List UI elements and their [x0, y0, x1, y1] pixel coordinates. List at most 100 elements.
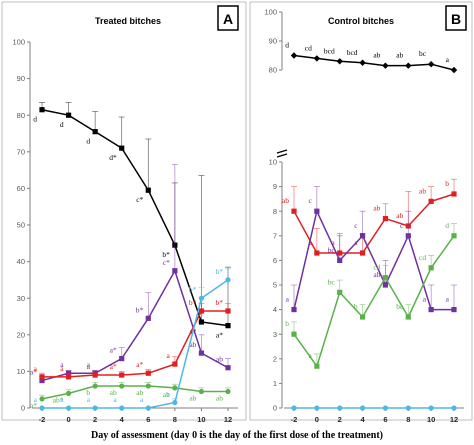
data-label: c	[354, 221, 358, 230]
data-point	[119, 383, 125, 389]
axis-break-mark	[276, 149, 288, 154]
data-point	[314, 405, 320, 411]
panel-b-badge: B	[451, 11, 461, 27]
data-point	[145, 405, 151, 411]
y-tick-label: 10	[17, 367, 25, 376]
data-point	[172, 385, 178, 391]
data-label: bc	[328, 245, 336, 254]
data-point	[119, 145, 125, 151]
y-tick-label: 1	[273, 379, 277, 388]
data-point	[92, 372, 98, 378]
data-point	[119, 372, 125, 378]
data-point	[405, 314, 411, 320]
data-label: a	[286, 295, 290, 304]
data-point	[382, 405, 389, 411]
data-label: ab	[189, 394, 196, 403]
data-label: a	[60, 395, 64, 404]
data-point	[225, 365, 231, 371]
data-point	[451, 233, 457, 239]
data-label: b*	[162, 250, 170, 259]
data-label: bcd	[347, 48, 358, 57]
series-line	[42, 279, 229, 409]
data-label: ab	[216, 394, 223, 403]
y-tick-label: 6	[273, 256, 277, 265]
data-label: ab	[136, 388, 143, 397]
data-point	[405, 233, 411, 239]
panel-a-frame	[1, 1, 247, 421]
data-label: d	[60, 120, 64, 129]
x-tick-label: 6	[383, 415, 387, 424]
data-label: ab	[189, 340, 196, 349]
data-label: a	[87, 395, 91, 404]
data-label: a	[309, 351, 313, 360]
data-label: a	[34, 364, 38, 373]
data-point	[359, 233, 366, 239]
data-label: b	[354, 302, 358, 311]
data-point	[225, 323, 231, 329]
panel-a-badge-box	[217, 5, 239, 31]
data-label: a	[446, 295, 450, 304]
y-tick-label: 0	[273, 404, 277, 413]
data-point	[314, 250, 320, 256]
data-point	[291, 405, 297, 411]
y-tick-label: 0	[21, 404, 25, 413]
y-tick-label: 100	[264, 8, 277, 17]
x-tick-label: 4	[360, 415, 365, 424]
data-point	[314, 208, 320, 214]
data-point	[359, 405, 366, 411]
x-tick-label: 2	[93, 415, 97, 424]
data-point	[225, 388, 231, 395]
data-point	[198, 350, 205, 356]
data-label: cd	[373, 263, 380, 272]
series-line	[293, 235, 455, 368]
data-label: a	[113, 395, 117, 404]
data-point	[198, 295, 205, 301]
series-line	[293, 193, 455, 254]
data-label: a	[167, 351, 171, 360]
data-point	[382, 282, 389, 288]
data-point	[92, 383, 98, 389]
data-label: a	[140, 395, 144, 404]
data-point	[291, 208, 297, 214]
panel-a-badge: A	[223, 11, 233, 27]
x-tick-label: 8	[173, 415, 177, 424]
data-label: c	[400, 221, 404, 230]
y-tick-label: 3	[273, 330, 277, 339]
panel-b-title: Control bitches	[328, 16, 394, 26]
data-point	[291, 307, 297, 313]
data-point	[428, 405, 434, 411]
data-label: bc	[396, 302, 404, 311]
data-point	[382, 215, 389, 222]
data-label: d	[86, 137, 90, 146]
data-point	[172, 399, 178, 406]
series-line	[41, 385, 228, 400]
data-label: b*	[189, 285, 197, 294]
y-tick-label: 100	[12, 38, 25, 47]
series-line	[42, 310, 228, 378]
data-label: ab	[373, 270, 380, 279]
data-label: a	[167, 390, 171, 399]
panel-a: 0 10 20 30 40 50 60 70 80 90 100 -2 0 2 4 6 8 10 12 d d d d* c*…	[12, 38, 238, 424]
data-label: a	[309, 238, 313, 247]
data-label: a	[423, 295, 427, 304]
data-label: a	[60, 360, 64, 369]
data-point	[359, 250, 366, 256]
y-tick-label: 90	[17, 74, 25, 83]
y-tick-label: 50	[17, 221, 25, 230]
data-label: a*	[136, 360, 143, 369]
y-tick-label: 4	[273, 305, 277, 314]
data-label: b	[445, 179, 449, 188]
y-tick-label: 10	[269, 158, 277, 167]
data-point	[337, 405, 343, 411]
panel-a-title: Treated bitches	[95, 16, 161, 26]
data-point	[119, 355, 125, 362]
y-tick-label: 2	[273, 354, 277, 363]
data-point	[39, 107, 45, 113]
data-label: ab*	[53, 395, 64, 404]
y-tick-label: 60	[17, 184, 25, 193]
x-tick-label: 12	[224, 415, 232, 424]
x-tick-label: 10	[197, 415, 205, 424]
data-label: d	[445, 221, 449, 230]
data-label: b	[285, 319, 289, 328]
